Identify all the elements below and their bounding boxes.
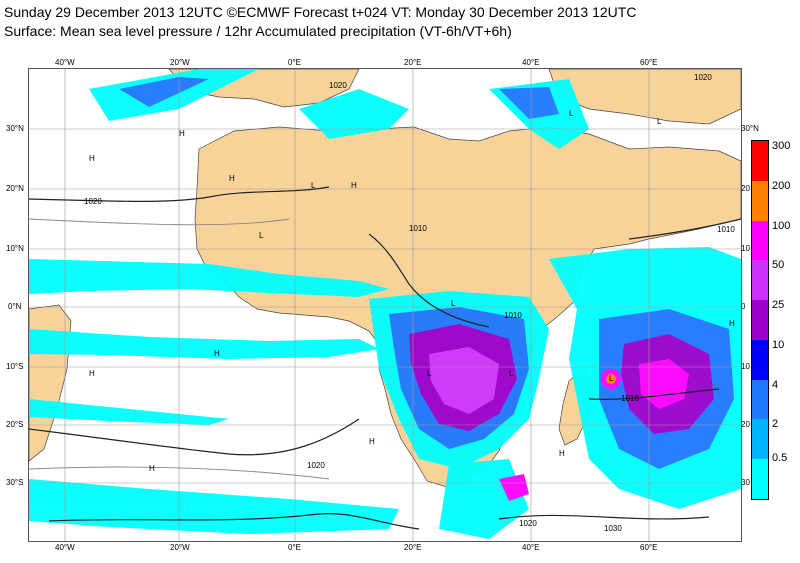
isobars — [29, 186, 741, 530]
isobar-label: 1020 — [694, 73, 712, 82]
lon-label-top: 40°E — [522, 58, 540, 67]
forecast-map: 1020 1020 1010 1010 1010 1010 1020 1020 … — [28, 68, 742, 542]
isobar-label: 1010 — [717, 225, 735, 234]
precip-layer — [29, 69, 741, 539]
lon-label-top: 40°W — [55, 58, 75, 67]
pressure-center: H — [149, 464, 155, 473]
pressure-center: H — [729, 319, 735, 328]
pressure-center: L — [657, 117, 662, 126]
map-canvas — [29, 69, 741, 541]
precip-legend — [751, 140, 769, 500]
isobar-label: 1020 — [307, 461, 325, 470]
lat-label-right: 20 — [741, 184, 750, 193]
lon-label-bottom: 20°E — [404, 543, 422, 552]
lat-label-right: 10 — [741, 362, 750, 371]
legend-swatch — [752, 300, 768, 340]
lat-label-right: 30°N — [741, 124, 759, 133]
lon-label-top: 20°W — [170, 58, 190, 67]
lon-label-bottom: 40°E — [522, 543, 540, 552]
pressure-center: L — [569, 109, 574, 118]
pressure-center: H — [229, 174, 235, 183]
legend-swatch — [752, 260, 768, 301]
lon-label-bottom: 20°W — [170, 543, 190, 552]
pressure-center: L — [609, 374, 614, 383]
pressure-center: H — [351, 181, 357, 190]
legend-swatch — [752, 220, 768, 261]
legend-label: 25 — [772, 299, 785, 312]
pressure-center: H — [89, 154, 95, 163]
lat-label-left: 30°S — [6, 478, 24, 487]
isobar-label: 1020 — [519, 519, 537, 528]
pressure-center: H — [214, 349, 220, 358]
lon-label-top: 0°E — [288, 58, 301, 67]
legend-swatch — [752, 141, 768, 181]
lat-label-left: 20°N — [6, 184, 24, 193]
isobar-label: 1010 — [409, 224, 427, 233]
legend-swatch — [752, 180, 768, 221]
legend-swatch — [752, 459, 768, 499]
legend-label: 10 — [772, 338, 785, 351]
legend-swatch — [752, 379, 768, 420]
isobar-label: 1010 — [621, 394, 639, 403]
lat-label-left: 20°S — [6, 420, 24, 429]
map-title-line1: Sunday 29 December 2013 12UTC ©ECMWF For… — [4, 4, 637, 20]
lon-label-bottom: 0°E — [288, 543, 301, 552]
lat-label-left: 0°N — [8, 302, 22, 311]
isobar-label: 1020 — [329, 81, 347, 90]
pressure-center: H — [369, 437, 375, 446]
pressure-center: H — [559, 449, 565, 458]
legend-label: 300 — [772, 140, 791, 152]
isobars-thin — [29, 218, 330, 480]
lon-label-top: 60°E — [640, 58, 658, 67]
lat-label-right: 10 — [741, 244, 750, 253]
isobar-label: 1010 — [504, 311, 522, 320]
pressure-center: H — [89, 369, 95, 378]
pressure-center: L — [311, 181, 316, 190]
pressure-center: L — [427, 369, 432, 378]
pressure-center: L — [451, 299, 456, 308]
lon-label-bottom: 60°E — [640, 543, 658, 552]
legend-swatch — [752, 419, 768, 460]
legend-swatch — [752, 339, 768, 380]
pressure-center: L — [259, 231, 264, 240]
isobar-label: 1020 — [84, 197, 102, 206]
legend-label: 50 — [772, 259, 785, 272]
lat-label-left: 10°N — [6, 244, 24, 253]
lat-label-right: 20 — [741, 420, 750, 429]
legend-label: 4 — [772, 378, 779, 391]
map-title-line2: Surface: Mean sea level pressure / 12hr … — [4, 23, 512, 39]
legend-label: 2 — [772, 418, 779, 431]
lat-label-left: 30°N — [6, 124, 24, 133]
graticule — [29, 69, 741, 541]
pressure-center: L — [509, 369, 514, 378]
lat-label-right: 30 — [741, 478, 750, 487]
legend-label: 200 — [772, 179, 791, 192]
lat-label-left: 10°S — [6, 362, 24, 371]
legend-label: 0.5 — [772, 452, 788, 465]
isobar-label: 1030 — [604, 524, 622, 533]
lat-label-right: 0 — [741, 302, 746, 311]
pressure-center: H — [179, 129, 185, 138]
lon-label-top: 20°E — [404, 58, 422, 67]
south-america-landmass — [29, 304, 72, 462]
legend-label: 100 — [772, 219, 791, 232]
lon-label-bottom: 40°W — [55, 543, 75, 552]
